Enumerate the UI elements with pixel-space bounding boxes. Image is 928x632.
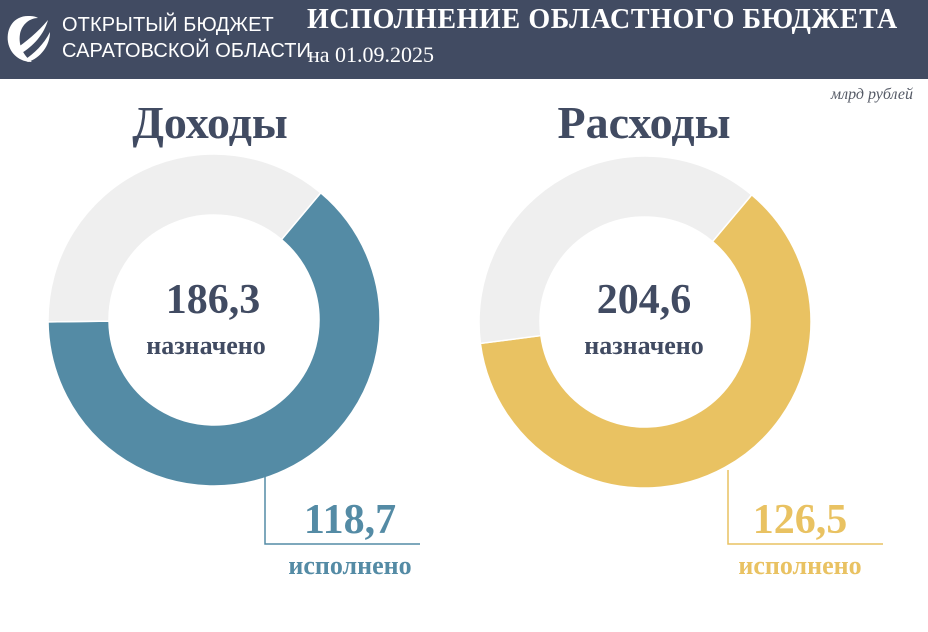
income-executed-caption: исполнено bbox=[288, 551, 412, 580]
income-executed-value: 118,7 bbox=[303, 497, 397, 543]
page-title: ИСПОЛНЕНИЕ ОБЛАСТНОГО БЮДЖЕТА bbox=[307, 4, 898, 35]
brand-name: ОТКРЫТЫЙ БЮДЖЕТ САРАТОВСКОЙ ОБЛАСТИ bbox=[62, 12, 311, 64]
income-total-caption: назначено bbox=[146, 331, 266, 360]
expenses-executed-segment bbox=[479, 193, 812, 489]
units-label: млрд рублей bbox=[830, 86, 913, 103]
header-bar: ОТКРЫТЫЙ БЮДЖЕТ САРАТОВСКОЙ ОБЛАСТИ ИСПО… bbox=[0, 0, 928, 79]
expenses-remaining-segment bbox=[478, 155, 753, 345]
expenses-executed-value: 126,5 bbox=[752, 497, 848, 543]
income-total-value: 186,3 bbox=[165, 277, 261, 323]
expenses-total-value: 204,6 bbox=[596, 277, 692, 323]
income-leader-line bbox=[264, 476, 420, 545]
expenses-title: Расходы bbox=[557, 97, 731, 148]
report-date: на 01.09.2025 bbox=[308, 42, 435, 67]
expenses-leader-line bbox=[727, 470, 883, 545]
brand-line-2: САРАТОВСКОЙ ОБЛАСТИ bbox=[62, 40, 312, 62]
brand-line-1: ОТКРЫТЫЙ БЮДЖЕТ bbox=[62, 14, 274, 36]
expenses-donut-chart bbox=[478, 155, 812, 489]
swoosh-globe-icon bbox=[7, 16, 50, 62]
expenses-total-caption: назначено bbox=[584, 331, 704, 360]
income-executed-segment bbox=[47, 191, 381, 487]
income-title: Доходы bbox=[132, 97, 288, 148]
income-remaining-segment bbox=[47, 153, 322, 323]
expenses-executed-caption: исполнено bbox=[738, 551, 862, 580]
income-donut-chart bbox=[47, 153, 381, 487]
